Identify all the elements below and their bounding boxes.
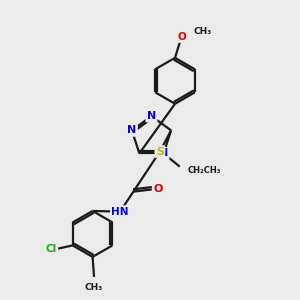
Text: O: O	[153, 184, 163, 194]
Text: CH₃: CH₃	[85, 284, 103, 292]
Text: N: N	[127, 125, 136, 135]
Text: CH₃: CH₃	[194, 27, 212, 36]
Text: HN: HN	[111, 207, 129, 217]
Text: N: N	[159, 148, 168, 158]
Text: N: N	[147, 111, 156, 121]
Text: O: O	[177, 32, 186, 42]
Text: Cl: Cl	[46, 244, 57, 254]
Text: S: S	[156, 147, 164, 157]
Text: CH₂CH₃: CH₂CH₃	[187, 166, 220, 175]
